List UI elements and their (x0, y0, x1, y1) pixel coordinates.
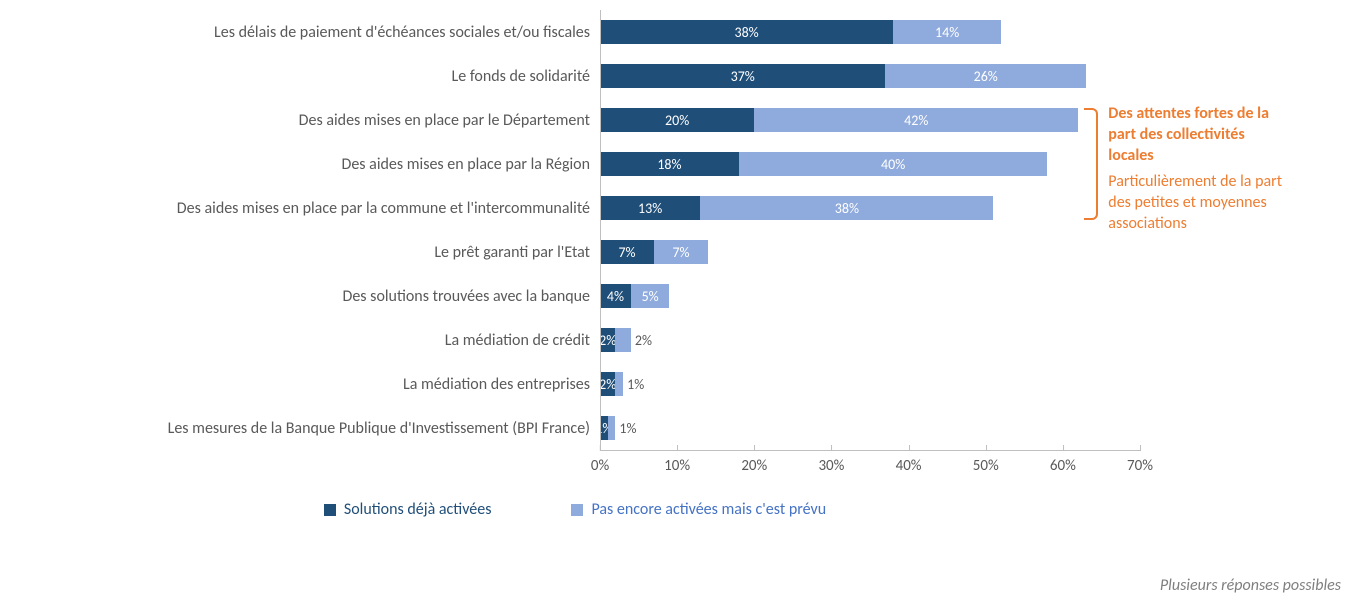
bar-plot: 37%26% (600, 54, 1140, 98)
x-axis: 0%10%20%30%40%50%60%70% (10, 450, 1140, 480)
chart-area: Les délais de paiement d'échéances socia… (10, 10, 1140, 519)
legend-label-s1: Solutions déjà activées (344, 500, 492, 519)
category-label: Les délais de paiement d'échéances socia… (10, 23, 600, 42)
bar-segment-s2: 2% (631, 328, 635, 352)
legend: Solutions déjà activées Pas encore activ… (10, 500, 1140, 519)
legend-item-s2: Pas encore activées mais c'est prévu (571, 500, 826, 519)
bar-segment-s2: 1% (615, 416, 619, 440)
bar-segment-s2: 5% (631, 284, 670, 308)
bar-row: La médiation des entreprises2% 1% (10, 362, 1140, 406)
category-label: Des aides mises en place par la commune … (10, 199, 600, 218)
x-tick: 30% (818, 451, 844, 475)
annotation-bracket (1084, 108, 1098, 220)
footnote: Plusieurs réponses possibles (1160, 576, 1341, 595)
category-label: Le prêt garanti par l'Etat (10, 243, 600, 262)
annotation-regular: Particulièrement de la part des petites … (1108, 172, 1288, 234)
bar-segment-s2-fill (615, 372, 623, 396)
bar-segment-s2-fill (615, 328, 630, 352)
bar-segment-s2: 38% (700, 196, 993, 220)
legend-item-s1: Solutions déjà activées (324, 500, 492, 519)
bar-plot: 1% 1% (600, 406, 1140, 450)
x-tick: 40% (896, 451, 922, 475)
legend-label-s2: Pas encore activées mais c'est prévu (591, 500, 826, 519)
bar-segment-s2: 7% (654, 240, 708, 264)
bar-segment-s1: 18% (600, 152, 739, 176)
category-label: Des aides mises en place par le Départem… (10, 111, 600, 130)
bar-segment-s1: 20% (600, 108, 754, 132)
x-tick: 0% (591, 451, 609, 475)
bar-segment-s2: 14% (893, 20, 1001, 44)
legend-swatch-s1 (324, 504, 336, 516)
bar-plot: 38%14% (600, 10, 1140, 54)
bar-row: Des solutions trouvées avec la banque4%5… (10, 274, 1140, 318)
category-label: Des aides mises en place par la Région (10, 155, 600, 174)
bar-segment-s2: 26% (885, 64, 1086, 88)
chart-container: Les délais de paiement d'échéances socia… (10, 10, 1361, 519)
bar-plot: 13%38% (600, 186, 1140, 230)
x-tick: 70% (1127, 451, 1153, 475)
category-label: La médiation de crédit (10, 331, 600, 350)
bar-segment-s1: 2% (600, 372, 615, 396)
bar-segment-s1: 38% (600, 20, 893, 44)
bar-row: Des aides mises en place par le Départem… (10, 98, 1140, 142)
annotation-bold: Des attentes fortes de la part des colle… (1108, 104, 1288, 166)
bar-plot: 4%5% (600, 274, 1140, 318)
bar-plot: 2% 1% (600, 362, 1140, 406)
bar-row: Les délais de paiement d'échéances socia… (10, 10, 1140, 54)
category-label: Les mesures de la Banque Publique d'Inve… (10, 419, 600, 438)
category-label: La médiation des entreprises (10, 375, 600, 394)
bar-segment-s2: 40% (739, 152, 1048, 176)
bar-segment-s1: 7% (600, 240, 654, 264)
bar-segment-s1: 2% (600, 328, 615, 352)
category-label: Le fonds de solidarité (10, 67, 600, 86)
bar-row: La médiation de crédit2%2% (10, 318, 1140, 362)
bar-segment-s1: 37% (600, 64, 885, 88)
y-axis-line (600, 10, 601, 450)
bar-row: Le fonds de solidarité37%26% (10, 54, 1140, 98)
x-tick: 20% (741, 451, 767, 475)
bar-segment-s2: 1% (623, 372, 627, 396)
bar-plot: 7%7% (600, 230, 1140, 274)
bar-segment-s1: 4% (600, 284, 631, 308)
annotation-text: Des attentes fortes de la part des colle… (1108, 104, 1288, 235)
bar-rows: Les délais de paiement d'échéances socia… (10, 10, 1140, 450)
bar-row: Les mesures de la Banque Publique d'Inve… (10, 406, 1140, 450)
bar-plot: 20%42% (600, 98, 1140, 142)
category-label: Des solutions trouvées avec la banque (10, 287, 600, 306)
bar-segment-s1: 13% (600, 196, 700, 220)
bar-row: Le prêt garanti par l'Etat7%7% (10, 230, 1140, 274)
bar-segment-s1: 1% (600, 416, 608, 440)
bar-row: Des aides mises en place par la commune … (10, 186, 1140, 230)
bar-plot: 18%40% (600, 142, 1140, 186)
x-tick: 60% (1050, 451, 1076, 475)
bar-segment-s2-fill (608, 416, 616, 440)
bar-plot: 2% 2% (600, 318, 1140, 362)
bar-segment-s2: 42% (754, 108, 1078, 132)
x-tick: 50% (973, 451, 999, 475)
legend-swatch-s2 (571, 504, 583, 516)
x-tick: 10% (664, 451, 690, 475)
bar-row: Des aides mises en place par la Région18… (10, 142, 1140, 186)
